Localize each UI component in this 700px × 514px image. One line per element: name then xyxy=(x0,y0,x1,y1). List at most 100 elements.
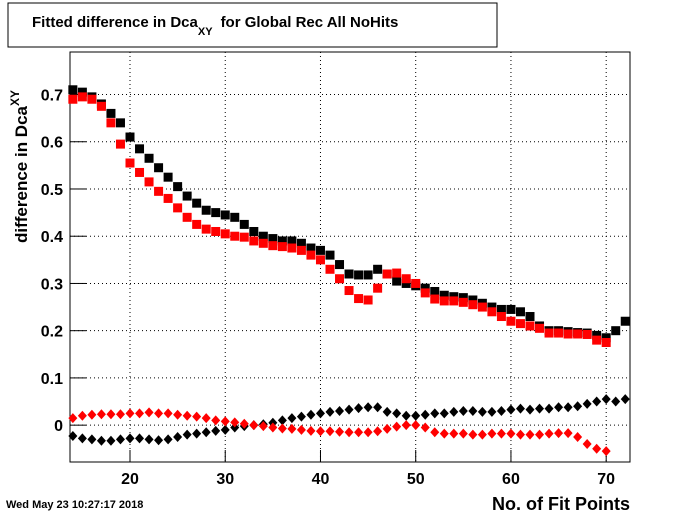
x-tick-label: 50 xyxy=(407,471,425,488)
square-point xyxy=(277,236,287,246)
y-tick-label: 0.1 xyxy=(41,371,63,388)
diamond-point xyxy=(135,408,145,419)
square-point xyxy=(163,172,173,182)
diamond-point xyxy=(420,409,430,420)
diamond-point xyxy=(420,422,430,433)
title-box xyxy=(7,2,498,48)
y-tick-label: 0.6 xyxy=(41,135,63,152)
diamond-point xyxy=(211,415,221,426)
diamond-point xyxy=(296,411,306,422)
square-point xyxy=(192,219,202,229)
diamond-point xyxy=(315,426,325,437)
square-point xyxy=(449,296,459,306)
diamond-point xyxy=(268,422,278,433)
square-point xyxy=(125,158,135,168)
square-point xyxy=(363,270,373,280)
square-point xyxy=(192,198,202,208)
y-tick-label: 0.3 xyxy=(41,276,63,293)
square-point xyxy=(373,283,383,293)
diamond-point xyxy=(401,420,411,431)
square-point xyxy=(163,193,173,203)
square-point xyxy=(335,274,345,284)
diamond-point xyxy=(535,429,545,440)
diamond-point xyxy=(96,435,106,446)
diamond-point xyxy=(163,408,173,419)
square-point xyxy=(106,118,116,128)
diamond-point xyxy=(106,435,116,446)
title-subscript: XY xyxy=(198,26,213,38)
square-point xyxy=(430,294,440,304)
diamond-point xyxy=(496,428,506,439)
square-point xyxy=(220,210,230,220)
square-point xyxy=(592,330,602,340)
square-point xyxy=(106,108,116,118)
diamond-point xyxy=(68,413,78,424)
diamond-point xyxy=(506,428,516,439)
diamond-point xyxy=(563,402,573,413)
diamond-point xyxy=(230,417,240,428)
diamond-point xyxy=(506,404,516,415)
diamond-point xyxy=(535,403,545,414)
square-point xyxy=(344,269,354,279)
square-point xyxy=(420,283,430,293)
square-point xyxy=(115,139,125,149)
diamond-point xyxy=(544,428,554,439)
square-point xyxy=(525,312,535,322)
square-point xyxy=(496,304,506,314)
diamond-point xyxy=(477,406,487,417)
diamond-point xyxy=(487,406,497,417)
square-point xyxy=(420,288,430,298)
diamond-point xyxy=(182,410,192,421)
chart-title: Fitted difference in DcaXY for Global Rec… xyxy=(32,14,398,38)
diamond-point xyxy=(77,433,87,444)
diamond-point xyxy=(411,420,421,431)
diamond-point xyxy=(220,416,230,427)
diamond-point xyxy=(277,423,287,434)
diamond-point xyxy=(287,413,297,424)
square-point xyxy=(611,326,621,336)
diamond-point xyxy=(192,411,202,422)
square-point xyxy=(601,333,611,343)
square-point xyxy=(592,335,602,345)
square-point xyxy=(211,208,221,218)
square-point xyxy=(277,242,287,252)
diamond-point xyxy=(401,410,411,421)
diamond-point xyxy=(115,434,125,445)
square-point xyxy=(258,238,268,248)
square-point xyxy=(182,212,192,222)
diamond-point xyxy=(544,403,554,414)
diamond-point xyxy=(468,405,478,416)
diamond-point xyxy=(277,415,287,426)
diamond-point xyxy=(554,428,564,439)
square-point xyxy=(620,316,630,326)
square-point xyxy=(230,212,240,222)
square-point xyxy=(201,224,211,234)
diamond-point xyxy=(211,425,221,436)
square-point xyxy=(201,205,211,215)
diamond-point xyxy=(525,404,535,415)
square-point xyxy=(344,286,354,296)
square-point xyxy=(506,316,516,326)
diamond-point xyxy=(239,418,249,429)
diamond-point xyxy=(392,421,402,432)
x-axis-label: No. of Fit Points xyxy=(492,494,630,514)
diamond-point xyxy=(344,427,354,438)
square-point xyxy=(211,226,221,236)
square-point xyxy=(487,307,497,317)
square-point xyxy=(182,191,192,201)
square-point xyxy=(249,236,259,246)
square-point xyxy=(325,264,335,274)
diamond-point xyxy=(611,396,621,407)
square-point xyxy=(144,153,154,163)
square-point xyxy=(296,238,306,248)
diamond-point xyxy=(573,401,583,412)
timestamp: Wed May 23 10:27:17 2018 xyxy=(6,499,143,511)
diamond-point xyxy=(449,428,459,439)
diamond-point xyxy=(373,402,383,413)
diamond-point xyxy=(220,424,230,435)
square-point xyxy=(573,329,583,339)
y-label-subscript: XY xyxy=(8,90,22,106)
diamond-point xyxy=(620,394,630,405)
diamond-point xyxy=(468,429,478,440)
